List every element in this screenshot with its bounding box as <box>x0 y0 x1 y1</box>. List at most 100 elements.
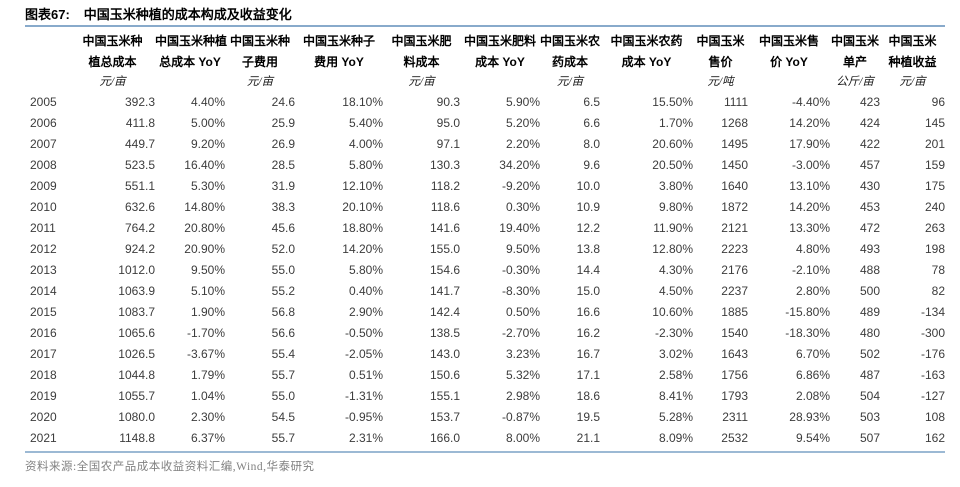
value-cell: 0.40% <box>348 284 383 298</box>
column-header-line: 中国玉米种 <box>82 34 143 48</box>
value-cell: 924.2 <box>124 242 155 256</box>
value-cell: 150.6 <box>429 368 460 382</box>
value-cell: 1640 <box>721 179 748 193</box>
value-cell: 1885 <box>721 305 748 319</box>
value-cell: 24.6 <box>271 95 295 109</box>
value-cell: 449.7 <box>124 137 155 151</box>
table-row: 2021 1148.8 6.37% 55.7 2.31% 166.0 8.00% 21.1 8.… <box>25 428 945 449</box>
value-cell: 551.1 <box>124 179 155 193</box>
value-cell: 38.3 <box>271 200 295 214</box>
value-cell: 14.20% <box>789 116 830 130</box>
table-row: 2012 924.2 20.90% 52.0 14.20% 155.0 9.50% 13.8 1… <box>25 239 945 260</box>
table-row: 2014 1063.9 5.10% 55.2 0.40% 141.7 -8.30% 15.0 4… <box>25 281 945 302</box>
value-cell: 2121 <box>721 221 748 235</box>
value-cell: 19.40% <box>499 221 540 235</box>
value-cell: 2311 <box>722 410 748 424</box>
value-cell: 12.80% <box>652 242 693 256</box>
value-cell: 166.0 <box>429 431 460 445</box>
value-cell: 16.6 <box>576 305 600 319</box>
column-header-line: 种植收益 <box>888 55 937 69</box>
value-cell: 1.04% <box>190 389 225 403</box>
column-header-line: 单产 <box>842 55 867 69</box>
value-cell: 143.0 <box>429 347 460 361</box>
year-cell: 2020 <box>30 410 57 424</box>
value-cell: 392.3 <box>124 95 155 109</box>
value-cell: 28.5 <box>271 158 295 172</box>
value-cell: 20.90% <box>184 242 225 256</box>
value-cell: 28.93% <box>789 410 830 424</box>
value-cell: 1083.7 <box>118 305 155 319</box>
value-cell: 1756 <box>721 368 748 382</box>
column-header-line: 中国玉米 <box>888 34 937 48</box>
column-header-line: 中国玉米售 <box>758 34 819 48</box>
column-header: 中国玉米农药 成本 YoY <box>600 31 693 92</box>
value-cell: 240 <box>924 200 945 214</box>
value-cell: 502 <box>859 347 880 361</box>
value-cell: 5.28% <box>658 410 693 424</box>
value-cell: 1148.8 <box>119 431 155 445</box>
value-cell: 138.5 <box>429 326 460 340</box>
value-cell: 2.58% <box>658 368 693 382</box>
value-cell: 1268 <box>721 116 748 130</box>
value-cell: 155.1 <box>429 389 460 403</box>
value-cell: 5.00% <box>190 116 225 130</box>
value-cell: 632.6 <box>124 200 155 214</box>
column-header: 中国玉米种 植总成本 元/亩 <box>70 31 155 92</box>
value-cell: 9.50% <box>190 263 225 277</box>
value-cell: 503 <box>859 410 880 424</box>
year-cell: 2021 <box>30 431 57 445</box>
column-header-line: 料成本 <box>403 55 440 69</box>
value-cell: 82 <box>931 284 945 298</box>
value-cell: 14.20% <box>789 200 830 214</box>
value-cell: 1065.6 <box>118 326 155 340</box>
value-cell: -15.80% <box>785 305 830 319</box>
value-cell: 5.80% <box>348 158 383 172</box>
value-cell: 26.9 <box>271 137 295 151</box>
table-row: 2005 392.3 4.40% 24.6 18.10% 90.3 5.90% 6.5 15.5… <box>25 92 945 113</box>
value-cell: 16.40% <box>184 158 225 172</box>
value-cell: 55.0 <box>271 263 295 277</box>
value-cell: -0.87% <box>501 410 540 424</box>
value-cell: -2.10% <box>791 263 830 277</box>
value-cell: -2.05% <box>344 347 383 361</box>
column-unit: 元/亩 <box>556 76 584 88</box>
column-unit: 元/亩 <box>408 76 435 88</box>
value-cell: 20.80% <box>184 221 225 235</box>
value-cell: 142.4 <box>429 305 460 319</box>
value-cell: -1.70% <box>186 326 225 340</box>
value-cell: 90.3 <box>436 95 460 109</box>
value-cell: 15.0 <box>576 284 600 298</box>
value-cell: -0.50% <box>344 326 383 340</box>
column-unit <box>460 73 540 92</box>
value-cell: 6.37% <box>190 431 225 445</box>
value-cell: 3.23% <box>505 347 540 361</box>
column-header: 中国玉米种 子费用 元/亩 <box>225 31 295 92</box>
value-cell: 13.10% <box>789 179 830 193</box>
column-header-line: 中国玉米肥料 <box>463 34 536 48</box>
column-unit <box>155 73 225 92</box>
figure-title: 中国玉米种植的成本构成及收益变化 <box>83 7 292 22</box>
value-cell: 159 <box>924 158 945 172</box>
value-cell: 1026.5 <box>118 347 155 361</box>
value-cell: 1111 <box>723 95 748 109</box>
value-cell: 4.50% <box>658 284 693 298</box>
value-cell: 2.31% <box>348 431 383 445</box>
value-cell: 155.0 <box>429 242 460 256</box>
value-cell: -18.30% <box>785 326 830 340</box>
value-cell: -2.70% <box>501 326 540 340</box>
value-cell: 9.20% <box>190 137 225 151</box>
value-cell: 12.2 <box>576 221 600 235</box>
column-header-line: 药成本 <box>551 55 588 69</box>
figure-label: 图表67: <box>25 7 70 22</box>
value-cell: 175 <box>924 179 945 193</box>
year-cell: 2009 <box>30 179 57 193</box>
value-cell: 1044.8 <box>118 368 155 382</box>
value-cell: 55.0 <box>271 389 295 403</box>
year-cell: 2018 <box>30 368 57 382</box>
value-cell: 453 <box>859 200 880 214</box>
column-header: 中国玉米 种植收益 元/亩 <box>880 31 945 92</box>
value-cell: 1055.7 <box>118 389 155 403</box>
column-header-line: 价 YoY <box>770 55 808 69</box>
value-cell: 1643 <box>721 347 748 361</box>
value-cell: -3.67% <box>186 347 225 361</box>
